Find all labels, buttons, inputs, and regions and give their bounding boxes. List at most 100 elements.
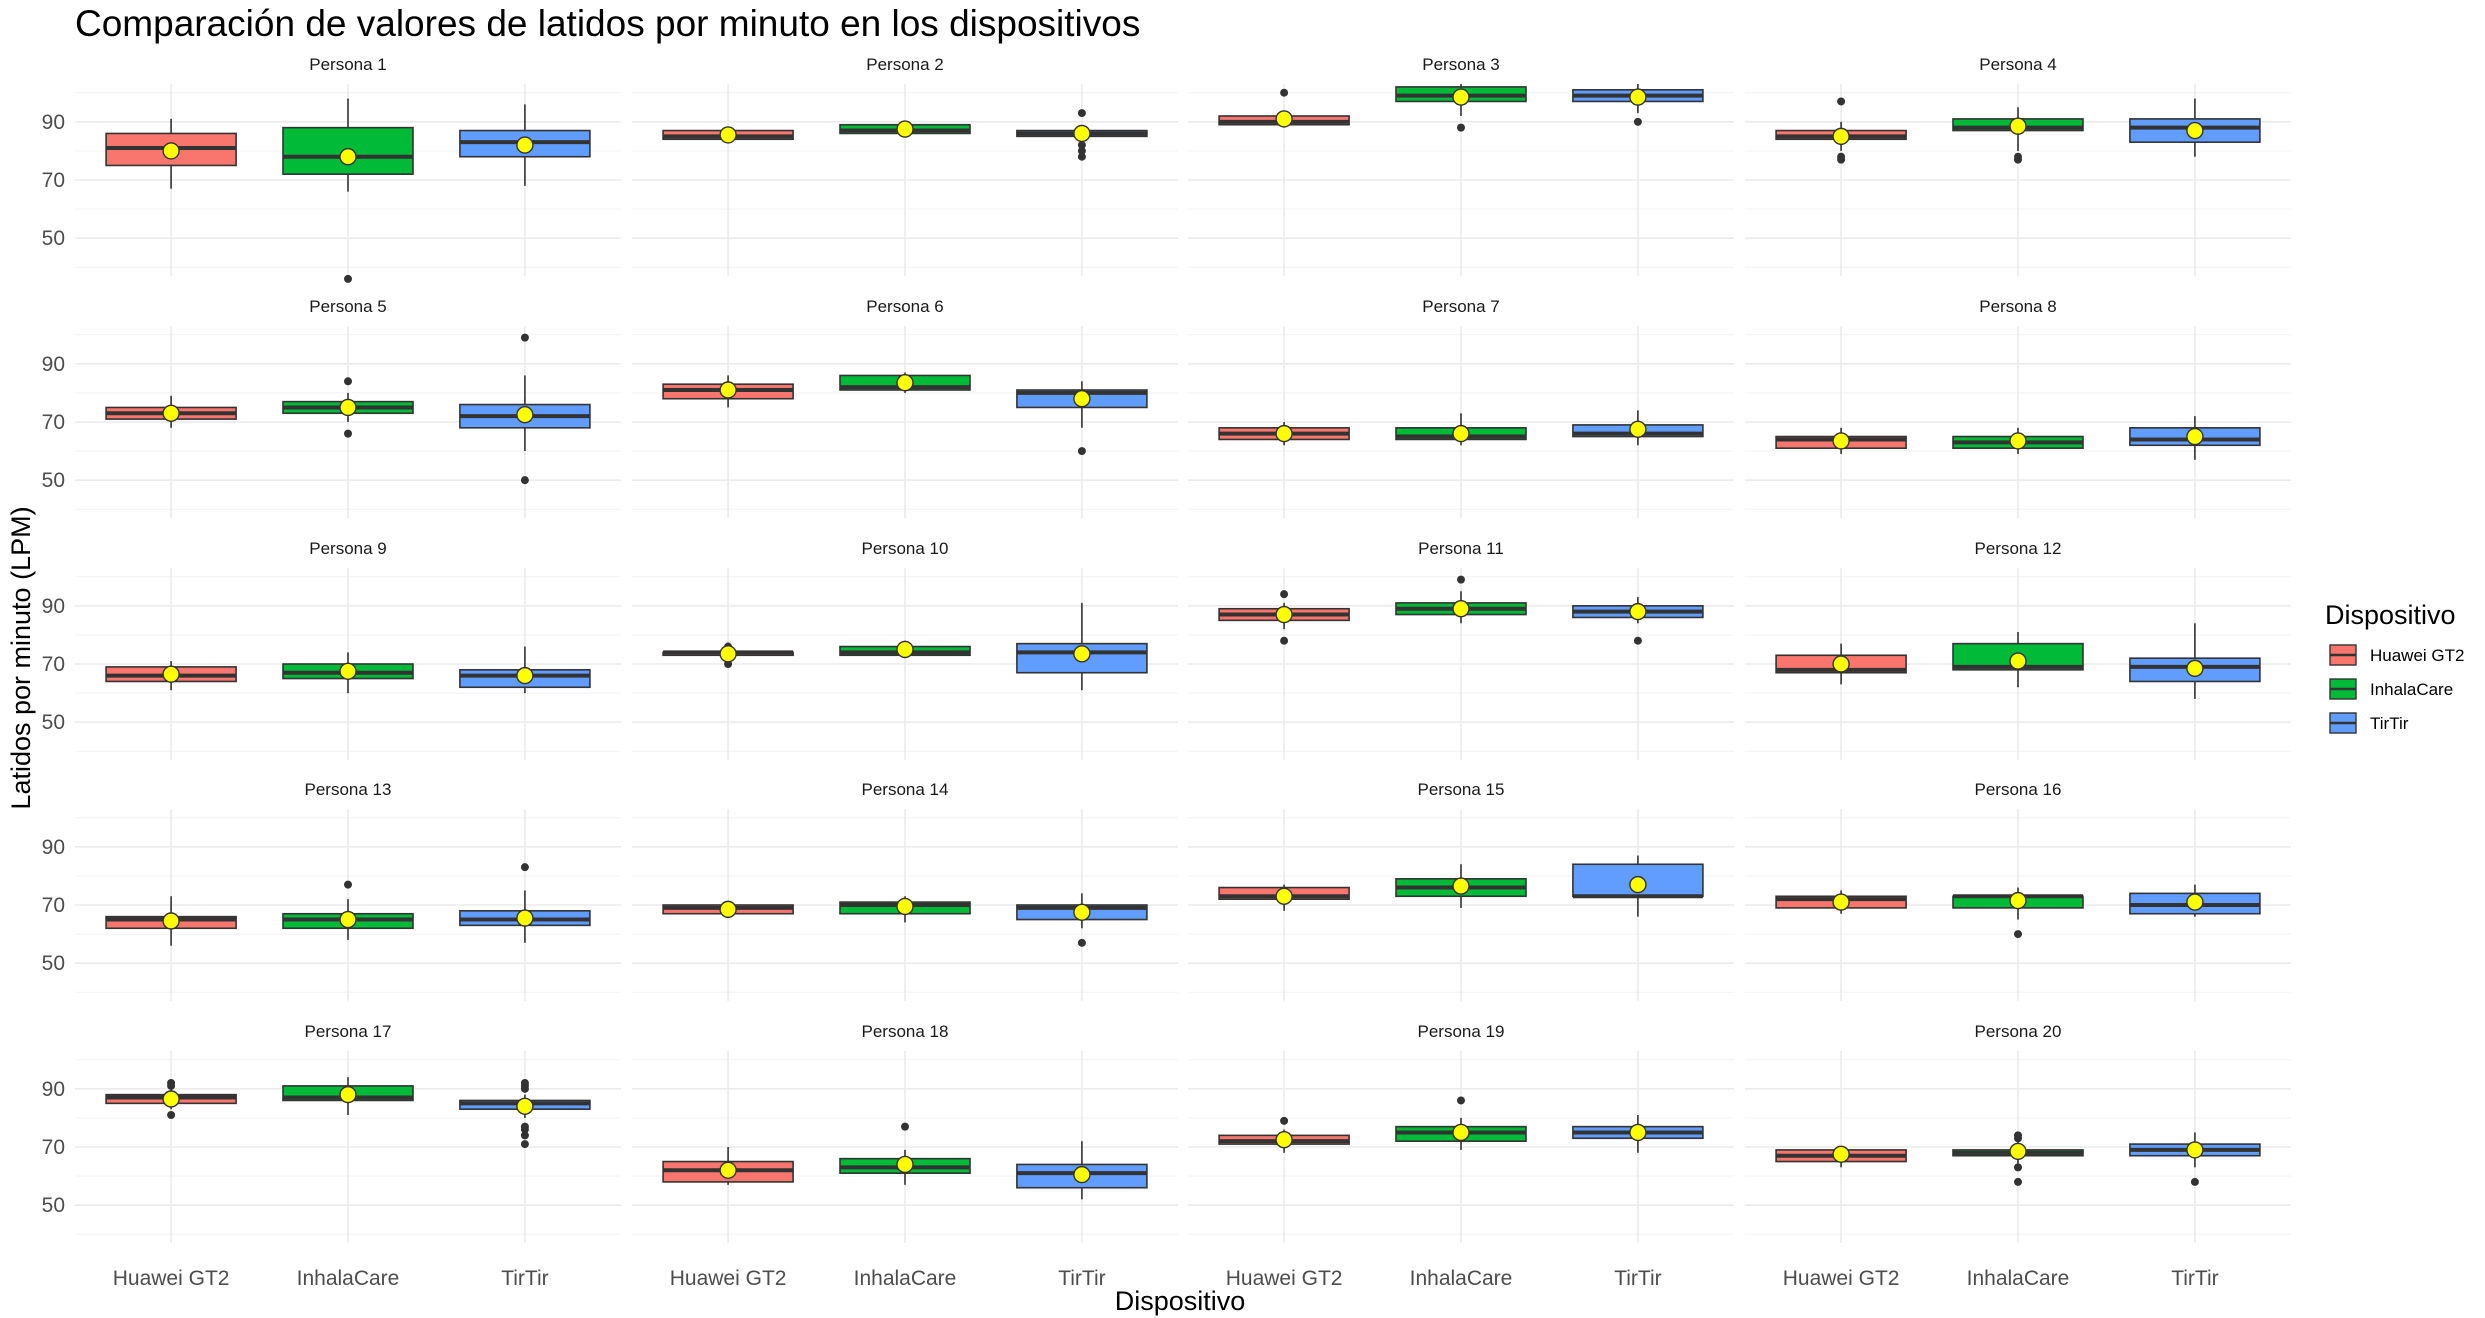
mean-marker xyxy=(1073,645,1091,663)
facet-panel: Persona 4 xyxy=(1745,55,2291,276)
mean-marker xyxy=(1073,903,1091,921)
outlier-point xyxy=(520,1079,529,1087)
facet-label: Persona 19 xyxy=(1418,1022,1505,1041)
y-tick-label: 90 xyxy=(42,595,65,618)
facet-label: Persona 9 xyxy=(309,539,387,558)
mean-marker xyxy=(162,912,180,930)
facet-label: Persona 14 xyxy=(862,780,949,799)
outlier-point xyxy=(1280,1116,1289,1125)
mean-marker xyxy=(1832,1145,1850,1163)
x-tick-label: InhalaCare xyxy=(854,1267,957,1290)
y-tick-label: 50 xyxy=(42,227,65,250)
mean-marker xyxy=(1832,655,1850,673)
facet-panel: Persona 17 50 70 90 Huawei GT2 InhalaCare TirT… xyxy=(42,1022,621,1290)
mean-marker xyxy=(339,398,357,417)
y-tick-label: 50 xyxy=(42,711,65,734)
facet-label: Persona 1 xyxy=(309,55,387,74)
mean-marker xyxy=(719,1161,737,1179)
mean-marker xyxy=(339,910,357,929)
outlier-point xyxy=(1457,575,1465,584)
facet-label: Persona 6 xyxy=(866,297,944,316)
facet-panel: Persona 11 xyxy=(1188,539,1734,760)
facet-label: Persona 5 xyxy=(309,297,387,316)
outlier-point xyxy=(520,476,529,485)
mean-marker xyxy=(719,126,737,144)
facet-panel: Persona 18 Huawei GT2 InhalaCare TirTir xyxy=(632,1022,1178,1290)
y-tick-label: 50 xyxy=(42,469,65,492)
outlier-point xyxy=(2014,1177,2022,1186)
facet-label: Persona 7 xyxy=(1422,297,1500,316)
mean-marker xyxy=(1629,88,1647,106)
outlier-point xyxy=(1077,938,1086,947)
mean-marker xyxy=(516,666,534,685)
mean-marker xyxy=(1275,887,1293,905)
outlier-point xyxy=(1457,1096,1465,1105)
facet-panel: Persona 2 xyxy=(632,55,1178,276)
y-tick-label: 90 xyxy=(42,353,65,376)
mean-marker xyxy=(339,662,357,680)
x-tick-label: TirTir xyxy=(1614,1267,1661,1290)
facet-label: Persona 11 xyxy=(1418,539,1504,558)
mean-marker xyxy=(516,406,534,424)
facet-panel: Persona 19 Huawei GT2 InhalaCare TirTir xyxy=(1188,1022,1734,1290)
outlier-point xyxy=(1077,447,1086,456)
mean-marker xyxy=(162,1090,180,1108)
mean-marker xyxy=(719,381,737,399)
legend-label: Huawei GT2 xyxy=(2370,646,2464,665)
facet-panels: Persona 1 50 70 90 Persona 2 Persona 3 Persona… xyxy=(42,55,2291,1290)
mean-marker xyxy=(896,897,914,916)
mean-marker xyxy=(516,909,534,927)
x-tick-label: InhalaCare xyxy=(1967,1267,2070,1290)
outlier-point xyxy=(2014,930,2022,939)
outlier-point xyxy=(344,880,352,889)
mean-marker xyxy=(1452,1123,1470,1142)
mean-marker xyxy=(1832,893,1850,911)
mean-marker xyxy=(719,900,737,919)
facet-panel: Persona 9 50 70 90 xyxy=(42,539,621,760)
facet-label: Persona 18 xyxy=(862,1022,949,1041)
mean-marker xyxy=(896,374,914,392)
outlier-point xyxy=(1077,152,1086,161)
mean-marker xyxy=(162,142,180,160)
outlier-point xyxy=(1457,123,1465,132)
y-tick-label: 90 xyxy=(42,1078,65,1101)
facet-panel: Persona 8 xyxy=(1745,297,2291,518)
outlier-point xyxy=(1077,141,1086,150)
outlier-point xyxy=(520,333,529,342)
mean-marker xyxy=(2186,1141,2204,1159)
mean-marker xyxy=(1452,424,1470,443)
outlier-point xyxy=(901,1122,909,1131)
mean-marker xyxy=(1629,602,1647,621)
mean-marker xyxy=(1073,390,1091,408)
x-tick-label: InhalaCare xyxy=(1410,1267,1513,1290)
x-tick-label: TirTir xyxy=(1058,1267,1105,1290)
y-tick-label: 50 xyxy=(42,1194,65,1217)
legend: Dispositivo Huawei GT2 InhalaCare TirTir xyxy=(2325,600,2464,734)
mean-marker xyxy=(162,665,180,683)
facet-label: Persona 2 xyxy=(866,55,944,74)
mean-marker xyxy=(2009,652,2027,670)
mean-marker xyxy=(2009,117,2027,135)
outlier-point xyxy=(520,863,529,872)
x-axis-title: Dispositivo xyxy=(1115,1286,1246,1316)
mean-marker xyxy=(1452,877,1470,895)
mean-marker xyxy=(1275,110,1293,128)
y-tick-label: 90 xyxy=(42,836,65,859)
outlier-point xyxy=(167,1079,176,1087)
facet-panel: Persona 14 xyxy=(632,780,1178,1001)
facet-label: Persona 8 xyxy=(1979,297,2057,316)
outlier-point xyxy=(167,1111,176,1119)
mean-marker xyxy=(2186,893,2204,911)
facet-label: Persona 12 xyxy=(1975,539,2062,558)
facet-panel: Persona 16 xyxy=(1745,780,2291,1001)
facet-label: Persona 20 xyxy=(1975,1022,2062,1041)
x-tick-label: Huawei GT2 xyxy=(113,1267,230,1290)
mean-marker xyxy=(1073,1165,1091,1184)
outlier-point xyxy=(1280,636,1289,645)
x-tick-label: Huawei GT2 xyxy=(670,1267,787,1290)
mean-marker xyxy=(2186,427,2204,446)
x-tick-label: InhalaCare xyxy=(297,1267,400,1290)
facet-label: Persona 15 xyxy=(1418,780,1505,799)
y-tick-label: 70 xyxy=(42,411,65,434)
